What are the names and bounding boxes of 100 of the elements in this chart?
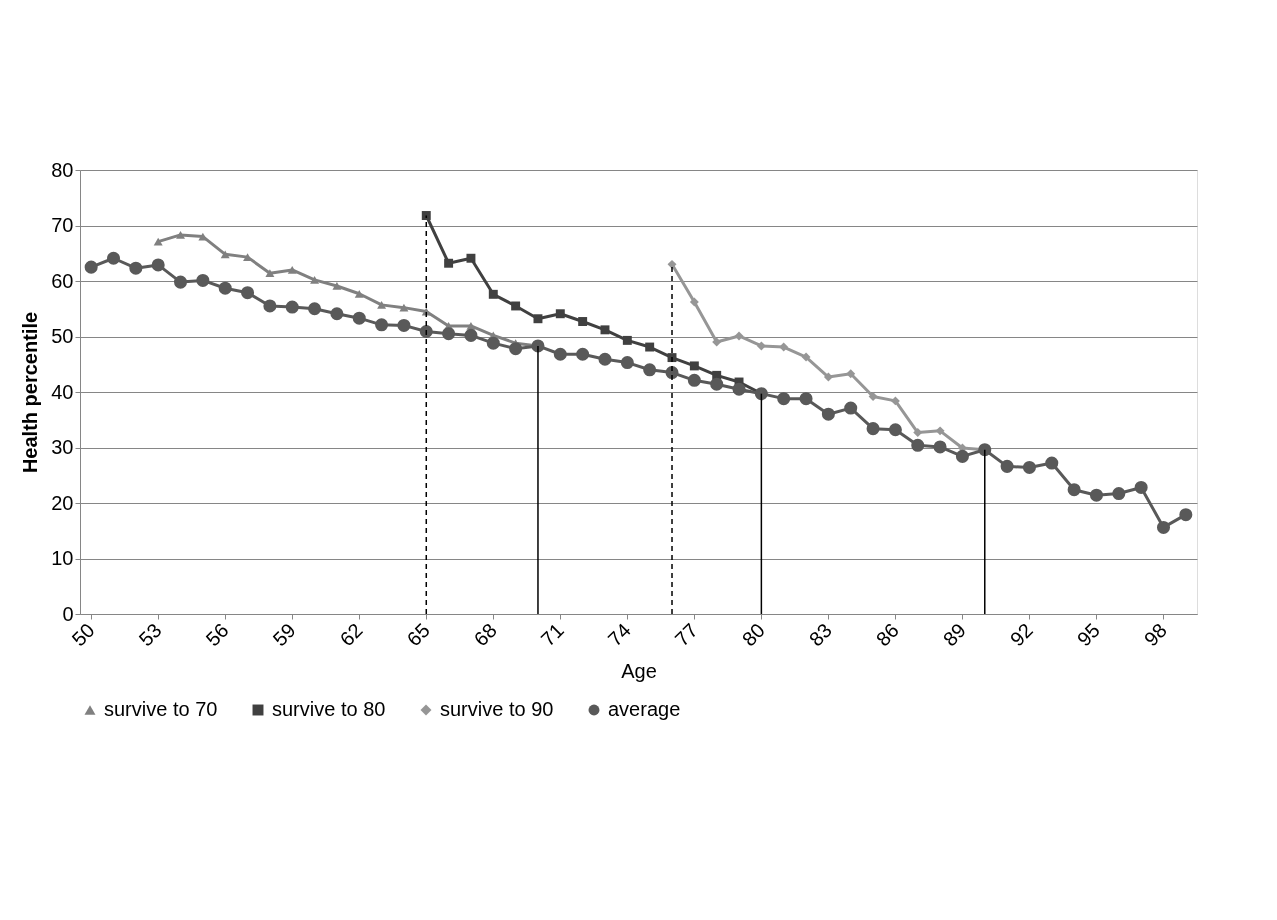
point	[285, 300, 299, 314]
point	[486, 336, 500, 350]
point	[176, 231, 185, 239]
point	[84, 260, 98, 274]
point	[799, 392, 813, 406]
x-tick-label: 83	[804, 619, 836, 651]
point	[555, 309, 565, 319]
point	[218, 281, 232, 295]
y-axis-title: Health percentile	[19, 311, 42, 474]
point	[913, 428, 923, 437]
y-tick-label: 80	[51, 158, 74, 181]
point	[330, 307, 344, 321]
x-tick-label: 80	[737, 619, 769, 651]
x-tick-label: 86	[871, 619, 903, 651]
point	[823, 372, 833, 382]
point	[511, 301, 521, 311]
point	[935, 426, 945, 436]
point	[846, 369, 856, 379]
x-tick-label: 95	[1072, 619, 1105, 651]
point	[442, 327, 456, 341]
x-tick-label: 77	[670, 619, 702, 651]
point	[620, 356, 634, 370]
point	[308, 302, 322, 316]
point	[1045, 456, 1059, 470]
point	[151, 258, 165, 272]
point	[421, 211, 431, 220]
point	[687, 373, 701, 387]
x-tick-label: 89	[938, 619, 970, 651]
point	[1179, 508, 1193, 522]
x-tick-label: 92	[1005, 619, 1038, 651]
point	[844, 401, 858, 415]
point	[174, 275, 188, 289]
x-tick-label: 53	[134, 619, 166, 651]
point	[710, 377, 724, 391]
point	[1134, 480, 1148, 494]
point	[622, 335, 632, 345]
point	[553, 347, 567, 361]
legend-label: survive to 70	[104, 698, 218, 720]
point	[1156, 520, 1171, 534]
point	[779, 342, 789, 352]
x-tick-label: 74	[603, 619, 635, 651]
x-tick-label: 62	[335, 619, 367, 651]
point	[419, 325, 433, 339]
point	[241, 286, 255, 300]
point	[444, 258, 454, 268]
point	[821, 407, 835, 421]
point	[643, 363, 657, 377]
point	[106, 251, 121, 265]
point	[955, 449, 969, 463]
point	[1000, 459, 1014, 473]
point	[1022, 460, 1036, 474]
point	[578, 317, 588, 326]
point	[397, 318, 411, 332]
point	[287, 266, 297, 274]
point	[911, 438, 925, 452]
x-axis-title: Age	[621, 660, 657, 683]
point	[1112, 487, 1126, 501]
point	[667, 259, 677, 269]
point	[712, 337, 722, 347]
point	[263, 299, 277, 313]
x-tick-label: 65	[402, 619, 434, 651]
y-tick-label: 10	[51, 547, 74, 569]
point	[777, 392, 791, 406]
point	[466, 253, 476, 263]
point	[352, 311, 366, 325]
point	[220, 250, 230, 259]
point	[354, 289, 364, 298]
point	[598, 352, 612, 366]
x-tick-label: 98	[1139, 619, 1172, 651]
point	[533, 314, 543, 324]
point	[375, 318, 389, 332]
point	[756, 341, 766, 351]
point	[576, 347, 590, 361]
x-tick-label: 68	[469, 619, 501, 651]
point	[645, 342, 655, 352]
point	[509, 342, 523, 356]
point	[600, 325, 610, 335]
point	[1089, 488, 1103, 502]
legend-label: survive to 90	[440, 698, 554, 720]
point	[933, 440, 947, 454]
y-tick-label: 30	[51, 436, 74, 458]
y-tick-label: 40	[51, 380, 74, 403]
point	[868, 391, 878, 401]
point	[196, 273, 210, 287]
point	[689, 297, 699, 307]
y-tick-label: 0	[62, 602, 74, 625]
y-tick-label: 60	[51, 269, 74, 292]
x-tick-label: 59	[268, 619, 300, 651]
point	[399, 303, 409, 312]
point	[734, 331, 744, 341]
point	[732, 382, 746, 396]
point	[464, 328, 478, 342]
point	[488, 289, 498, 299]
legend-label: average	[608, 698, 681, 720]
point	[265, 269, 275, 278]
point	[332, 282, 342, 290]
legend-label: survive to 80	[272, 698, 386, 720]
point	[801, 352, 811, 362]
point	[310, 276, 320, 284]
y-tick-label: 50	[51, 325, 74, 347]
